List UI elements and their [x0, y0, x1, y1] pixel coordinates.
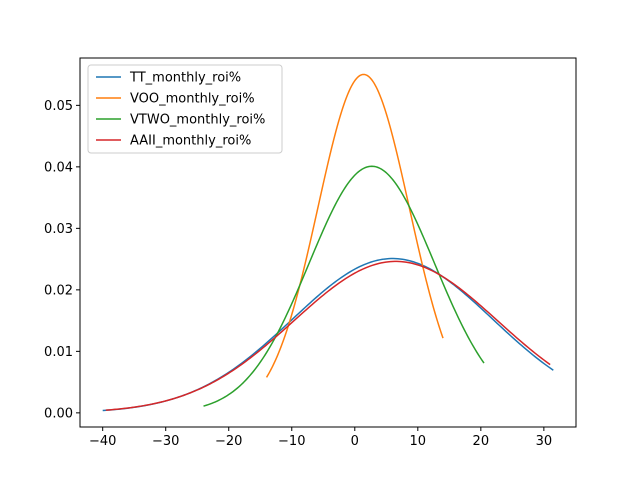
legend-label: AAII_monthly_roi% [130, 134, 251, 149]
series-line-1 [265, 73, 444, 378]
y-tick-label: 0.04 [44, 160, 73, 175]
series-line-3 [105, 260, 551, 411]
y-tick-label: 0.03 [44, 222, 73, 237]
x-tick-label: 10 [410, 434, 427, 449]
legend-label: VOO_monthly_roi% [130, 92, 255, 107]
x-tick-label: −30 [152, 434, 179, 449]
y-tick-label: 0.05 [44, 99, 73, 114]
x-tick-label: −20 [215, 434, 242, 449]
legend: TT_monthly_roi% VOO_monthly_roi% VTWO_mont… [87, 64, 283, 154]
x-axis: −40 −30 −20 −10 0 10 20 30 [89, 427, 552, 449]
legend-label: VTWO_monthly_roi% [130, 113, 265, 128]
x-tick-label: −10 [278, 434, 305, 449]
y-tick-label: 0.01 [44, 345, 73, 360]
x-tick-label: −40 [89, 434, 116, 449]
x-tick-label: 30 [536, 434, 553, 449]
y-tick-label: 0.00 [44, 406, 73, 421]
series-lines [102, 73, 554, 412]
legend-label: TT_monthly_roi% [129, 71, 241, 86]
series-line-2 [203, 165, 485, 407]
y-tick-label: 0.02 [44, 283, 73, 298]
x-tick-label: 20 [473, 434, 490, 449]
legend-box [87, 64, 283, 154]
y-axis: 0.00 0.01 0.02 0.03 0.04 0.05 [44, 99, 80, 421]
x-tick-label: 0 [351, 434, 359, 449]
plot-frame [79, 57, 577, 428]
